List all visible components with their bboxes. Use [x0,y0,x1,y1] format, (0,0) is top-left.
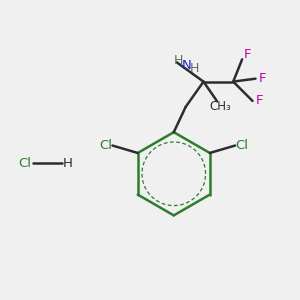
Text: F: F [255,94,263,107]
Text: Cl: Cl [235,139,248,152]
Text: H: H [173,54,183,67]
Text: Cl: Cl [19,157,32,170]
Text: H: H [63,157,73,170]
Text: CH₃: CH₃ [209,100,231,113]
Text: F: F [259,72,267,85]
Text: F: F [244,48,251,62]
Text: H: H [190,62,199,75]
Text: N: N [182,59,191,72]
Text: Cl: Cl [99,139,112,152]
